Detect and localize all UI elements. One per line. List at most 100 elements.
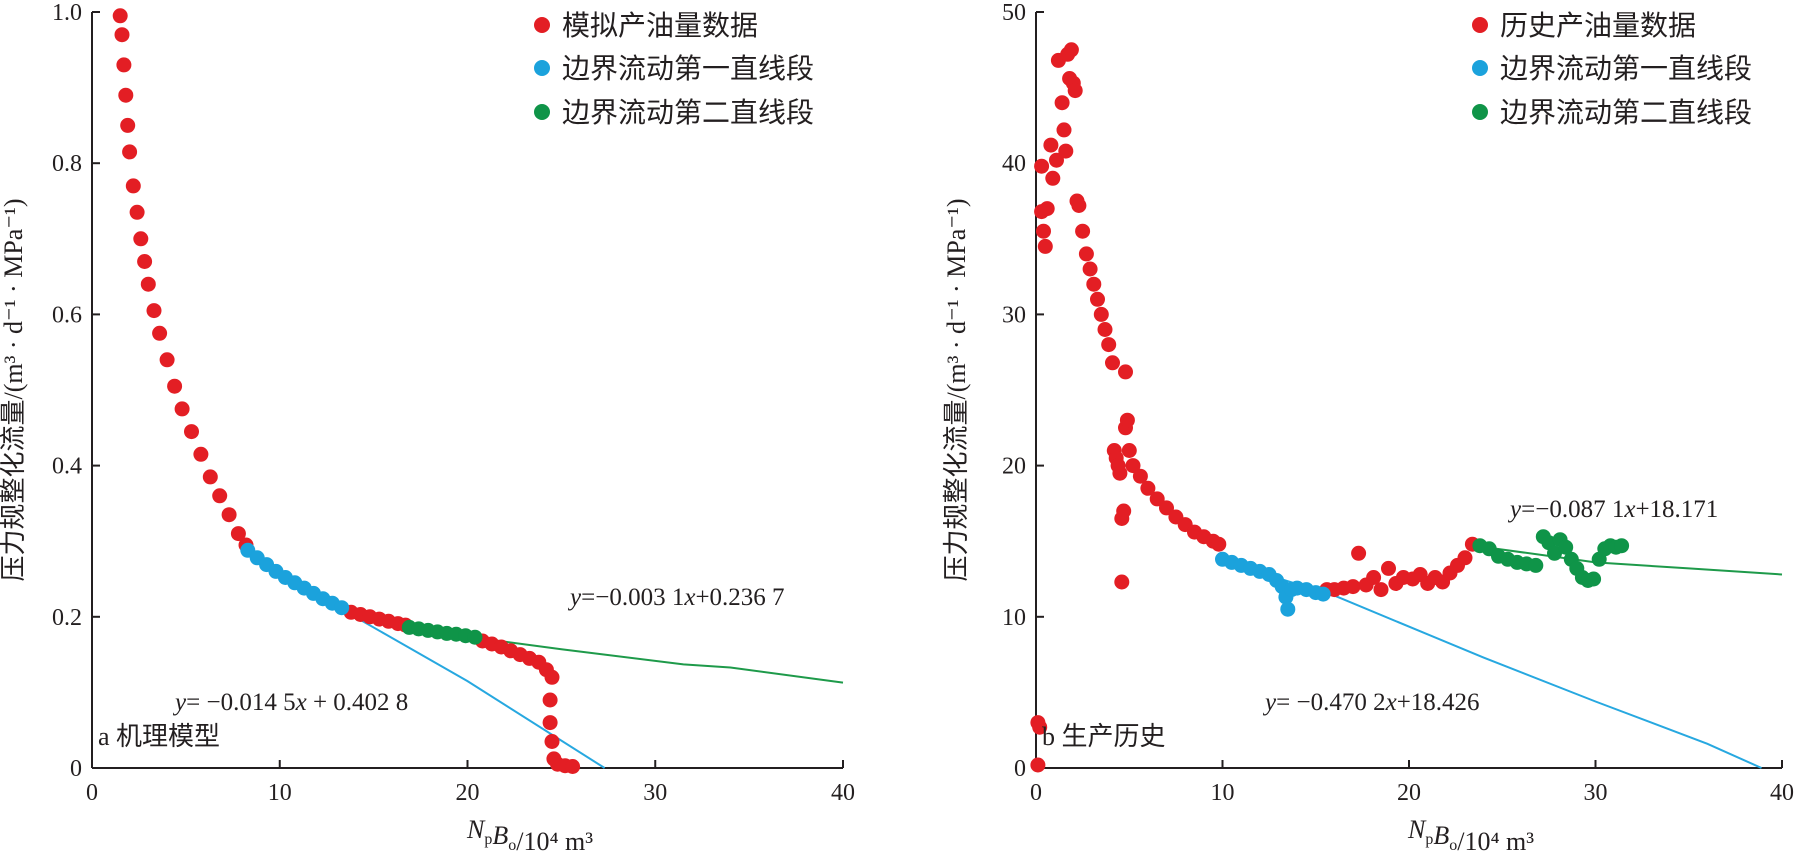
red-point	[1149, 491, 1165, 507]
red-point	[1366, 570, 1382, 585]
equation-first-line: y= −0.470 2x+18.426	[1262, 689, 1480, 716]
red-point	[1037, 238, 1053, 254]
red-point	[167, 378, 183, 394]
red-point	[1030, 757, 1046, 773]
y-tick-label: 20	[1002, 454, 1026, 480]
green-point	[1558, 539, 1574, 555]
red-point	[542, 715, 558, 731]
equation-first-line: y= −0.014 5x + 0.402 8	[172, 689, 408, 716]
red-point	[1058, 143, 1074, 159]
red-point	[1082, 261, 1098, 277]
legend-label: 边界流动第一直线段	[562, 53, 814, 85]
legend-label: 边界流动第二直线段	[1500, 97, 1752, 129]
y-tick-label: 10	[1002, 605, 1026, 631]
red-point	[193, 446, 209, 462]
red-point	[1125, 458, 1141, 474]
red-point	[230, 526, 246, 542]
red-point	[1067, 83, 1083, 99]
red-point	[1090, 291, 1105, 307]
green-point	[1586, 571, 1602, 587]
red-point	[1121, 443, 1137, 458]
red-point	[1097, 322, 1113, 337]
blue-point	[1315, 586, 1331, 602]
x-tick-label: 0	[1030, 780, 1042, 806]
x-tick-label: 40	[831, 780, 855, 806]
y-tick-label: 0	[1014, 756, 1026, 782]
y-axis-title: 压力规整化流量/(m³ · d⁻¹ · MPa⁻¹)	[0, 198, 28, 581]
red-point	[184, 424, 199, 440]
red-point	[1345, 579, 1361, 595]
red-point	[565, 759, 581, 774]
red-point	[125, 178, 141, 194]
y-tick-label: 30	[1002, 302, 1026, 328]
red-point	[174, 401, 190, 417]
red-point	[159, 352, 175, 368]
fit-line-second	[1474, 544, 1783, 576]
legend-marker	[534, 17, 550, 33]
y-axis-title: 压力规整化流量/(m³ · d⁻¹ · MPa⁻¹)	[942, 198, 971, 581]
legend-label: 边界流动第二直线段	[562, 97, 814, 129]
x-tick-label: 20	[456, 780, 480, 806]
red-point	[1381, 560, 1396, 576]
y-tick-label: 0.6	[52, 302, 82, 328]
red-point	[1075, 223, 1091, 239]
legend-marker	[534, 60, 550, 76]
red-point	[120, 117, 136, 133]
legend-label: 历史产油量数据	[1500, 10, 1696, 42]
red-point	[137, 254, 153, 269]
red-point	[129, 204, 145, 220]
y-tick-label: 40	[1002, 151, 1026, 177]
y-tick-label: 50	[1002, 0, 1026, 26]
green-point	[1547, 545, 1562, 561]
red-point	[1114, 574, 1130, 590]
legend-marker	[1472, 60, 1488, 76]
red-point	[1105, 355, 1120, 371]
red-point	[1045, 170, 1061, 186]
red-point	[140, 276, 156, 292]
red-point	[1211, 536, 1227, 552]
red-point	[152, 325, 168, 341]
red-point	[1112, 465, 1128, 481]
legend-label: 模拟产油量数据	[562, 10, 758, 42]
green-point	[1528, 557, 1544, 573]
equation-second-line: y=−0.003 1x+0.236 7	[567, 584, 785, 611]
red-point	[1373, 582, 1389, 598]
panel-label: b 生产历史	[1042, 722, 1166, 751]
legend-label: 边界流动第一直线段	[1500, 53, 1752, 85]
legend-marker	[1472, 104, 1488, 120]
red-point	[221, 507, 237, 523]
red-point	[1086, 276, 1102, 292]
red-point	[544, 734, 560, 749]
red-point	[1140, 480, 1156, 496]
green-point	[1614, 538, 1630, 554]
panel-label: a 机理模型	[98, 722, 220, 751]
red-point	[544, 669, 560, 685]
red-point	[1078, 246, 1094, 262]
y-tick-label: 0	[70, 756, 82, 782]
red-point	[1101, 337, 1117, 353]
red-point	[1054, 95, 1070, 111]
red-point	[1036, 223, 1051, 239]
x-tick-label: 0	[86, 780, 98, 806]
red-point	[1043, 137, 1059, 153]
red-point	[1039, 201, 1055, 217]
green-point	[467, 629, 483, 645]
y-tick-label: 0.8	[52, 151, 82, 177]
red-point	[114, 27, 130, 43]
x-tick-label: 40	[1770, 780, 1794, 806]
red-point	[116, 57, 132, 73]
blue-point	[334, 600, 350, 616]
red-point	[542, 692, 558, 708]
red-point	[146, 303, 162, 319]
red-point	[1132, 468, 1148, 484]
x-tick-label: 20	[1397, 780, 1421, 806]
red-point	[212, 488, 228, 504]
red-point	[1119, 412, 1135, 428]
x-tick-label: 10	[1211, 780, 1235, 806]
red-point	[122, 144, 138, 160]
x-tick-label: 30	[643, 780, 667, 806]
blue-point	[1280, 601, 1296, 617]
red-point	[1034, 158, 1050, 174]
chart-panel-a: 0 10 20 30 40 0 0.2 0.4 0.6 0.8 1.0 模拟产油量数据边界流动第一直线…	[0, 0, 855, 855]
